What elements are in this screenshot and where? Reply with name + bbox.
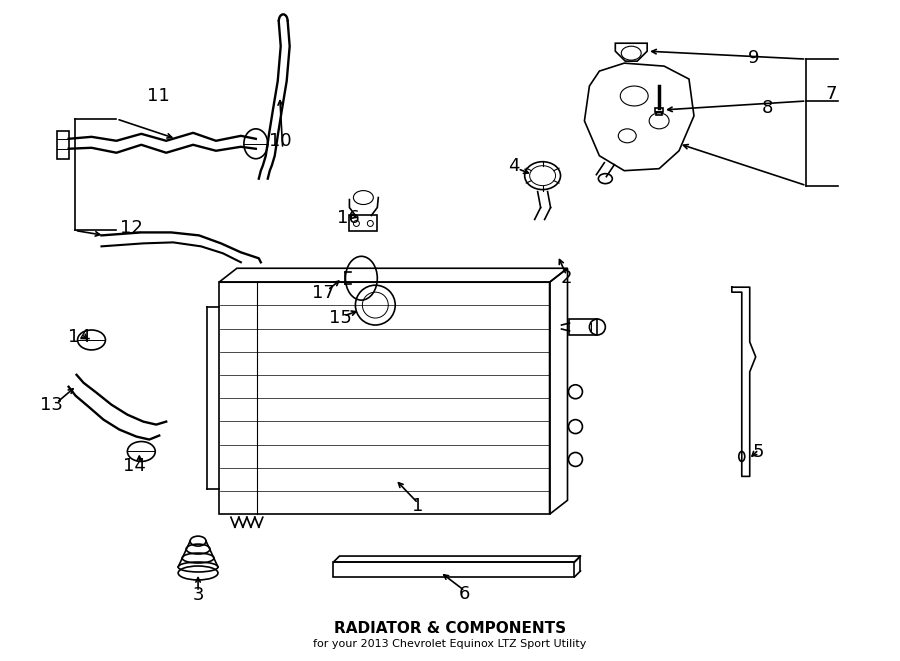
Text: 1: 1 (412, 497, 424, 516)
Text: 17: 17 (312, 284, 335, 302)
Bar (334, 562, 574, 577)
Text: 14: 14 (68, 328, 91, 346)
Text: 11: 11 (147, 87, 169, 105)
Text: 2: 2 (561, 269, 572, 288)
Text: 13: 13 (40, 396, 63, 414)
Text: for your 2013 Chevrolet Equinox LTZ Sport Utility: for your 2013 Chevrolet Equinox LTZ Spor… (313, 639, 587, 648)
Text: 9: 9 (748, 49, 760, 67)
Bar (655, 108, 663, 112)
Bar (219, 282, 550, 514)
Text: 8: 8 (762, 99, 773, 117)
Bar (349, 215, 377, 231)
Text: 12: 12 (120, 219, 143, 237)
Text: 7: 7 (825, 85, 837, 103)
Text: 15: 15 (329, 309, 352, 327)
Text: 10: 10 (269, 132, 292, 150)
Text: 5: 5 (753, 444, 764, 461)
Text: 3: 3 (193, 586, 203, 604)
Text: RADIATOR & COMPONENTS: RADIATOR & COMPONENTS (334, 621, 566, 637)
Text: 6: 6 (459, 585, 471, 603)
Bar (57, 131, 68, 159)
Text: 14: 14 (123, 457, 146, 475)
Text: 4: 4 (508, 157, 519, 175)
Text: 16: 16 (338, 210, 360, 227)
Bar (570, 319, 598, 335)
Bar (656, 112, 662, 115)
